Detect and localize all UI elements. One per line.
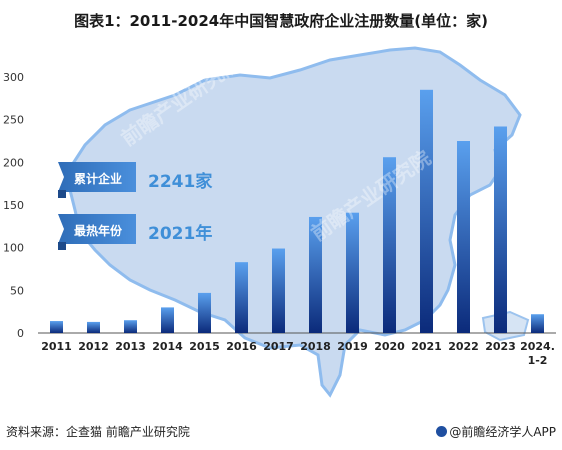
x-tick-label: 2023: [485, 340, 516, 353]
y-tick-label: 100: [3, 242, 24, 255]
y-tick-label: 300: [3, 71, 24, 84]
bar-2018: [309, 216, 322, 333]
brand-credit: @前瞻经济学人APP: [436, 423, 556, 440]
x-tick-label: 2013: [115, 340, 146, 353]
bar-2024.1-2: [531, 314, 544, 333]
peak-label: 最热年份: [74, 224, 123, 238]
banner-total-fold: [58, 190, 66, 198]
bar-2016: [235, 262, 248, 333]
x-tick-label: 2011: [41, 340, 72, 353]
x-tick-label: 2012: [78, 340, 109, 353]
bar-2023: [494, 126, 507, 333]
x-tick-label: 2022: [448, 340, 479, 353]
y-tick-label: 200: [3, 156, 24, 169]
x-tick-label: 2017: [263, 340, 294, 353]
bar-2022: [457, 141, 470, 333]
chart-title: 图表1：2011-2024年中国智慧政府企业注册数量(单位：家): [74, 12, 488, 30]
total-value: 2241家: [148, 172, 213, 192]
source-note: 资料来源：企查猫 前瞻产业研究院: [6, 425, 190, 439]
peak-value: 2021年: [148, 224, 213, 244]
bar-2020: [383, 157, 396, 333]
banner-peak: [58, 214, 136, 244]
x-tick-label: 2021: [411, 340, 442, 353]
banner-peak-fold: [58, 242, 66, 250]
x-tick-label: 2020: [374, 340, 405, 353]
x-tick-label: 2014: [152, 340, 183, 353]
y-tick-label: 0: [17, 327, 24, 340]
bar-2017: [272, 248, 285, 333]
brand-logo-icon: [436, 426, 448, 437]
x-tick-label: 2019: [337, 340, 368, 353]
x-tick-label: 2018: [300, 340, 331, 353]
brand-credit-text: @前瞻经济学人APP: [449, 425, 556, 439]
banner-total: [58, 162, 136, 192]
x-tick-label: 2016: [226, 340, 257, 353]
y-tick-label: 150: [3, 199, 24, 212]
bar-2021: [420, 89, 433, 333]
bar-2019: [346, 212, 359, 333]
bar-2013: [124, 320, 137, 333]
bar-2014: [161, 307, 174, 333]
y-axis: 0 50 100 150 200 250 300: [3, 71, 24, 340]
x-tick-label: 2015: [189, 340, 220, 353]
total-label: 累计企业: [74, 172, 123, 186]
y-tick-label: 50: [10, 284, 24, 297]
bar-2012: [87, 321, 100, 333]
y-tick-label: 250: [3, 114, 24, 127]
bar-2011: [50, 321, 63, 333]
bar-2015: [198, 292, 211, 333]
x-tick-label: 2024. 1-2: [520, 340, 555, 367]
